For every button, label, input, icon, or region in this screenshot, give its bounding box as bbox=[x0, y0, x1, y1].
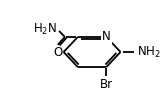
Text: Br: Br bbox=[100, 78, 113, 91]
Text: H$_2$N: H$_2$N bbox=[33, 22, 57, 37]
Text: NH$_2$: NH$_2$ bbox=[137, 44, 161, 60]
Text: O: O bbox=[53, 46, 62, 59]
Text: N: N bbox=[102, 30, 111, 43]
